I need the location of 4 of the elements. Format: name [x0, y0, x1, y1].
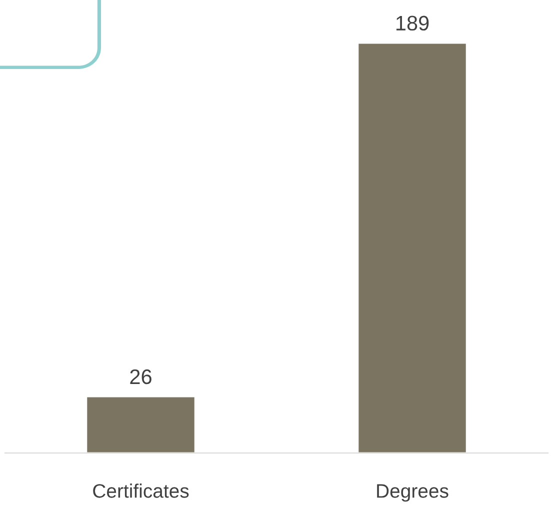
data-label: 189 [396, 16, 429, 31]
data-label: 26 [130, 369, 152, 384]
x-tick-label: Certificates [93, 484, 189, 498]
x-tick-label: Degrees [377, 484, 448, 502]
